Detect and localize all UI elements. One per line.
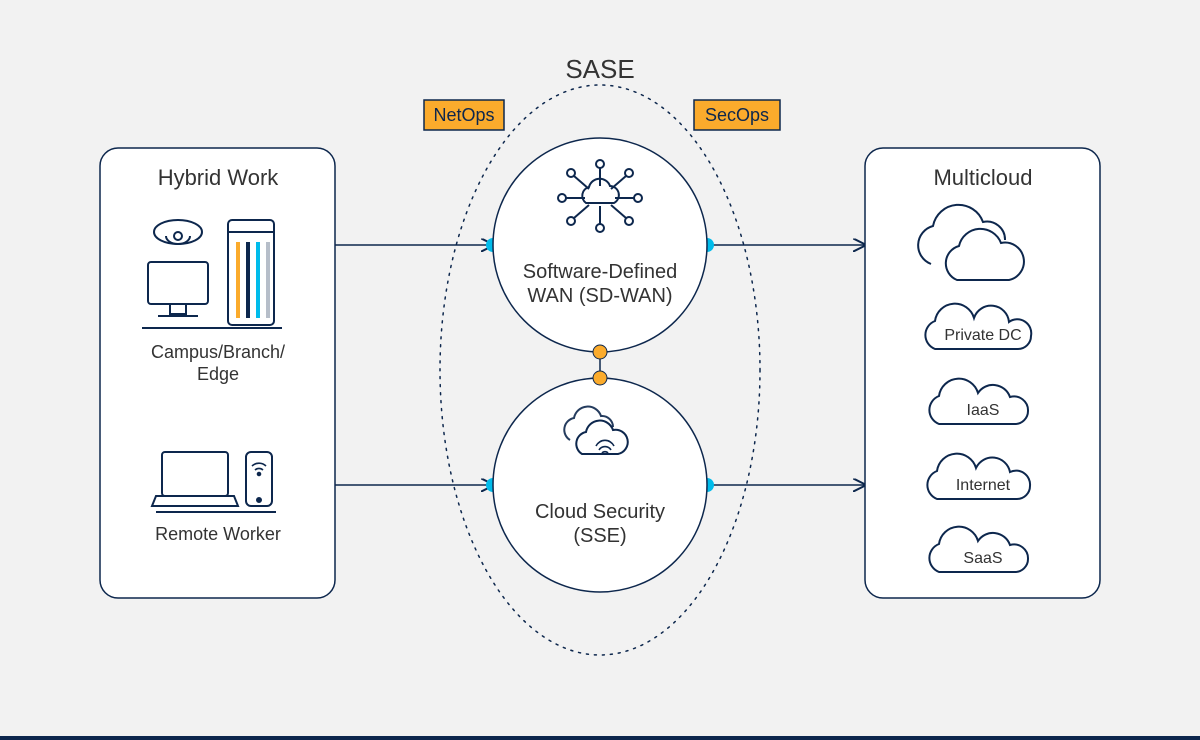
svg-text:(SSE): (SSE) — [573, 525, 626, 547]
svg-text:Private DC: Private DC — [944, 327, 1021, 344]
connector-dot-bottom — [593, 371, 607, 385]
svg-text:NetOps: NetOps — [433, 105, 494, 125]
netops-badge: NetOps — [424, 100, 504, 130]
svg-text:Campus/Branch/: Campus/Branch/ — [151, 342, 285, 362]
svg-text:IaaS: IaaS — [967, 402, 1000, 419]
multicloud-title: Multicloud — [933, 165, 1032, 190]
svg-text:Cloud Security: Cloud Security — [535, 501, 665, 523]
sase-title: SASE — [565, 54, 634, 84]
svg-text:SaaS: SaaS — [963, 550, 1002, 567]
svg-text:WAN (SD-WAN): WAN (SD-WAN) — [527, 285, 672, 307]
sse-node: Cloud Security (SSE) — [493, 378, 707, 592]
svg-text:Edge: Edge — [197, 364, 239, 384]
svg-text:SecOps: SecOps — [705, 105, 769, 125]
svg-text:Internet: Internet — [956, 477, 1011, 494]
multicloud-box: Multicloud Private DC IaaS Internet — [865, 148, 1100, 598]
diagram-canvas: SASE NetOps SecOps Softwar — [0, 0, 1200, 740]
hybrid-work-title: Hybrid Work — [158, 165, 280, 190]
svg-text:Remote Worker: Remote Worker — [155, 524, 281, 544]
secops-badge: SecOps — [694, 100, 780, 130]
bottom-rule — [0, 736, 1200, 740]
hybrid-work-box: Hybrid Work Campus/Branch/ Edge — [100, 148, 335, 598]
sdwan-node: Software-Defined WAN (SD-WAN) — [493, 138, 707, 352]
sase-diagram: SASE NetOps SecOps Softwar — [0, 0, 1200, 740]
svg-text:Software-Defined: Software-Defined — [523, 261, 678, 283]
connector-dot-top — [593, 345, 607, 359]
